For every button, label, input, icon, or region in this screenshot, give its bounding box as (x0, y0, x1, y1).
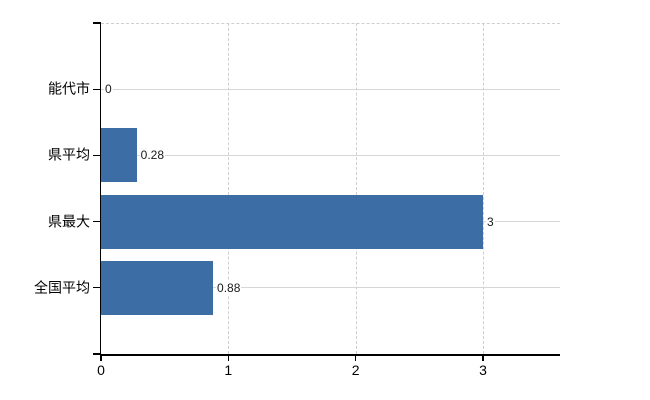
x-tick-label: 3 (479, 362, 487, 378)
x-axis-tick (482, 355, 484, 361)
y-axis-tick (92, 353, 101, 355)
bar-value-label: 3 (485, 214, 495, 229)
category-label: 全国平均 (34, 279, 90, 296)
bar-value-label: 0.28 (139, 148, 165, 163)
vertical-gridline (355, 23, 357, 354)
x-tick-label: 0 (97, 362, 105, 378)
y-axis-tick (92, 287, 101, 289)
vertical-gridline (482, 23, 484, 354)
bar (101, 194, 483, 249)
y-axis-tick (92, 22, 101, 24)
horizontal-gridline (101, 154, 560, 156)
category-label: 能代市 (48, 80, 90, 97)
bar-value-label: 0.88 (216, 280, 242, 295)
x-axis (99, 354, 560, 356)
x-axis-tick (355, 355, 357, 361)
category-label: 県最大 (48, 213, 90, 230)
y-axis-tick (92, 154, 101, 156)
plot-top-gridline (101, 23, 560, 24)
bar (101, 128, 137, 183)
x-tick-label: 2 (351, 362, 360, 378)
vertical-gridline (228, 23, 230, 354)
x-tick-label: 1 (224, 362, 233, 378)
x-axis-tick (100, 355, 102, 361)
x-axis-tick (227, 355, 229, 361)
horizontal-gridline (101, 287, 560, 289)
y-axis-tick (92, 221, 101, 223)
bar (101, 260, 214, 315)
y-axis-tick (92, 88, 101, 90)
bar-value-label: 0 (104, 81, 113, 97)
y-axis (99, 23, 101, 356)
category-label: 県平均 (48, 146, 90, 163)
horizontal-gridline (101, 88, 560, 90)
